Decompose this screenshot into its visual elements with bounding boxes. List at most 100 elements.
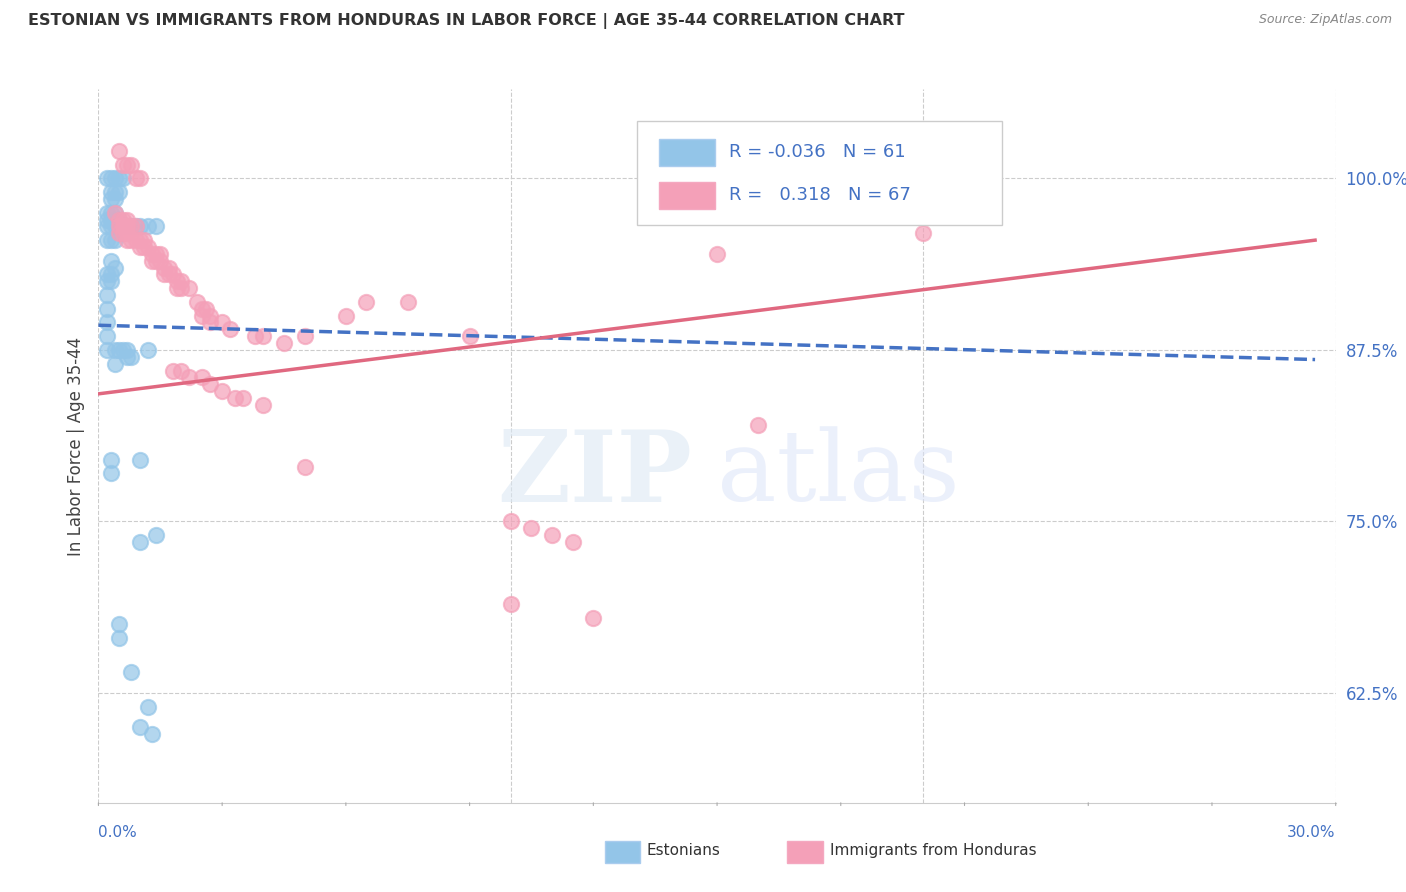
Point xyxy=(912,227,935,241)
Point xyxy=(294,459,316,474)
Point xyxy=(112,171,135,186)
Point xyxy=(100,185,122,199)
Point xyxy=(128,720,150,734)
Text: ESTONIAN VS IMMIGRANTS FROM HONDURAS IN LABOR FORCE | AGE 35-44 CORRELATION CHAR: ESTONIAN VS IMMIGRANTS FROM HONDURAS IN … xyxy=(28,13,904,29)
FancyBboxPatch shape xyxy=(637,121,1001,225)
Point xyxy=(141,253,163,268)
Point xyxy=(108,631,131,645)
Point xyxy=(100,233,122,247)
Point xyxy=(104,343,127,357)
Point xyxy=(117,219,139,234)
Point xyxy=(128,535,150,549)
Point xyxy=(153,268,176,282)
Point xyxy=(112,219,135,234)
Point xyxy=(499,597,522,611)
Point xyxy=(335,309,357,323)
Point xyxy=(117,233,139,247)
FancyBboxPatch shape xyxy=(659,139,714,166)
Point xyxy=(100,467,122,481)
Point xyxy=(190,301,212,316)
Point xyxy=(120,350,142,364)
Point xyxy=(194,301,217,316)
Point xyxy=(120,665,142,680)
Point xyxy=(96,171,118,186)
Point xyxy=(582,610,605,624)
Point xyxy=(104,260,127,275)
Point xyxy=(96,219,118,234)
Point xyxy=(136,240,159,254)
Point xyxy=(252,329,274,343)
Y-axis label: In Labor Force | Age 35-44: In Labor Force | Age 35-44 xyxy=(66,336,84,556)
Point xyxy=(211,316,233,330)
Point xyxy=(166,281,188,295)
Point xyxy=(117,343,139,357)
Point xyxy=(157,260,180,275)
Point xyxy=(96,329,118,343)
Text: atlas: atlas xyxy=(717,426,960,523)
Point xyxy=(104,212,127,227)
Point xyxy=(149,253,172,268)
Point xyxy=(96,343,118,357)
Point xyxy=(124,219,146,234)
Point xyxy=(128,240,150,254)
Point xyxy=(149,247,172,261)
Point xyxy=(294,329,316,343)
FancyBboxPatch shape xyxy=(659,182,714,209)
Point xyxy=(520,521,543,535)
Point xyxy=(112,227,135,241)
Point xyxy=(117,158,139,172)
Point xyxy=(108,219,131,234)
Point xyxy=(108,343,131,357)
Point xyxy=(117,350,139,364)
Point xyxy=(561,535,583,549)
Text: Source: ZipAtlas.com: Source: ZipAtlas.com xyxy=(1258,13,1392,27)
Point xyxy=(145,253,167,268)
Point xyxy=(145,219,167,234)
Point xyxy=(186,294,208,309)
Point xyxy=(153,260,176,275)
Point xyxy=(145,247,167,261)
Point xyxy=(112,343,135,357)
Point xyxy=(170,363,193,377)
Text: Immigrants from Honduras: Immigrants from Honduras xyxy=(830,844,1036,858)
Point xyxy=(356,294,378,309)
Point xyxy=(170,281,193,295)
Point xyxy=(162,268,184,282)
Point xyxy=(100,171,122,186)
Point xyxy=(706,247,728,261)
Point xyxy=(124,219,146,234)
Point xyxy=(141,247,163,261)
Point xyxy=(100,274,122,288)
Point xyxy=(124,171,146,186)
Point xyxy=(396,294,419,309)
Point xyxy=(108,185,131,199)
Point xyxy=(108,212,131,227)
Point xyxy=(108,617,131,632)
Point xyxy=(104,185,127,199)
Point xyxy=(96,316,118,330)
Point xyxy=(128,452,150,467)
Point xyxy=(108,227,131,241)
Point xyxy=(132,240,155,254)
Point xyxy=(499,515,522,529)
Point xyxy=(124,233,146,247)
Point xyxy=(141,727,163,741)
Point xyxy=(100,219,122,234)
Point xyxy=(104,205,127,219)
Point xyxy=(120,158,142,172)
Point xyxy=(108,144,131,158)
Text: R = -0.036   N = 61: R = -0.036 N = 61 xyxy=(730,143,905,161)
Point xyxy=(136,699,159,714)
Point xyxy=(157,268,180,282)
Point xyxy=(96,212,118,227)
Point xyxy=(117,212,139,227)
Point xyxy=(120,219,142,234)
Point xyxy=(96,233,118,247)
Point xyxy=(104,171,127,186)
Text: Estonians: Estonians xyxy=(647,844,721,858)
Point xyxy=(100,192,122,206)
Point xyxy=(104,205,127,219)
Point xyxy=(891,205,914,219)
Text: R =   0.318   N = 67: R = 0.318 N = 67 xyxy=(730,186,911,203)
Point xyxy=(104,219,127,234)
